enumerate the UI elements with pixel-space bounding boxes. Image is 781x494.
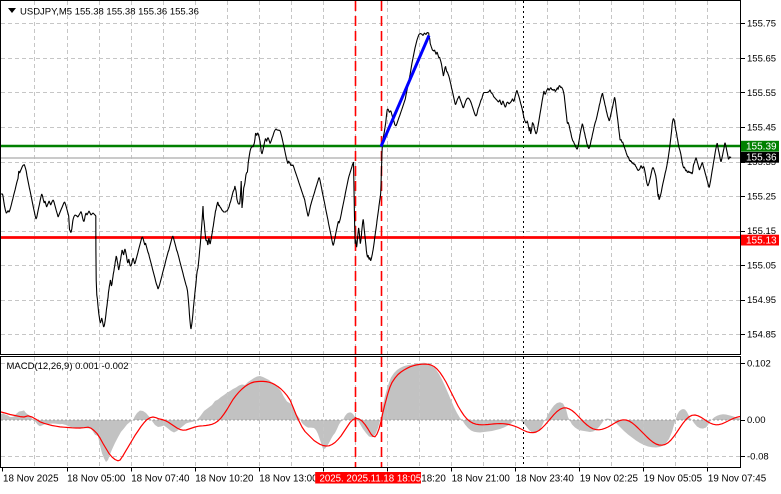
svg-text:155.39: 155.39 xyxy=(746,142,777,153)
svg-text:154.85: 154.85 xyxy=(747,330,776,341)
svg-text:USDJPY,M5 155.38 155.38 155.3: USDJPY,M5 155.38 155.38 155.36 155.36 xyxy=(20,7,199,18)
svg-text:18 Nov 23:40: 18 Nov 23:40 xyxy=(516,473,575,484)
svg-text:155.36: 155.36 xyxy=(746,153,777,164)
svg-text:155.65: 155.65 xyxy=(747,53,776,64)
svg-text:19 Nov 02:25: 19 Nov 02:25 xyxy=(580,473,639,484)
svg-text:19 Nov 07:45: 19 Nov 07:45 xyxy=(708,473,767,484)
svg-text:18 Nov 10:20: 18 Nov 10:20 xyxy=(195,473,254,484)
svg-text:-0.08: -0.08 xyxy=(747,452,769,463)
svg-text:19 Nov 05:05: 19 Nov 05:05 xyxy=(644,473,703,484)
svg-text:155.13: 155.13 xyxy=(746,235,777,246)
svg-text:155.25: 155.25 xyxy=(747,192,776,203)
svg-text:18 Nov 05:00: 18 Nov 05:00 xyxy=(67,473,126,484)
svg-text:18 Nov 07:40: 18 Nov 07:40 xyxy=(131,473,190,484)
svg-text:155.55: 155.55 xyxy=(747,88,776,99)
svg-text:0.102: 0.102 xyxy=(747,359,771,370)
svg-text:154.95: 154.95 xyxy=(747,295,776,306)
svg-text:2025. 2025.11.18 18:05: 2025. 2025.11.18 18:05 xyxy=(320,473,422,484)
svg-text:155.45: 155.45 xyxy=(747,122,776,133)
svg-text:155.75: 155.75 xyxy=(747,19,776,30)
svg-text:18 Nov 13:00: 18 Nov 13:00 xyxy=(259,473,318,484)
svg-text:MACD(12,26,9) 0.001 -0.002: MACD(12,26,9) 0.001 -0.002 xyxy=(7,361,129,372)
svg-text:155.05: 155.05 xyxy=(747,261,776,272)
svg-text:18 Nov 21:00: 18 Nov 21:00 xyxy=(452,473,511,484)
svg-text:155.15: 155.15 xyxy=(747,226,776,237)
svg-text:18 Nov 2025: 18 Nov 2025 xyxy=(3,473,59,484)
svg-text:0.00: 0.00 xyxy=(747,415,766,426)
